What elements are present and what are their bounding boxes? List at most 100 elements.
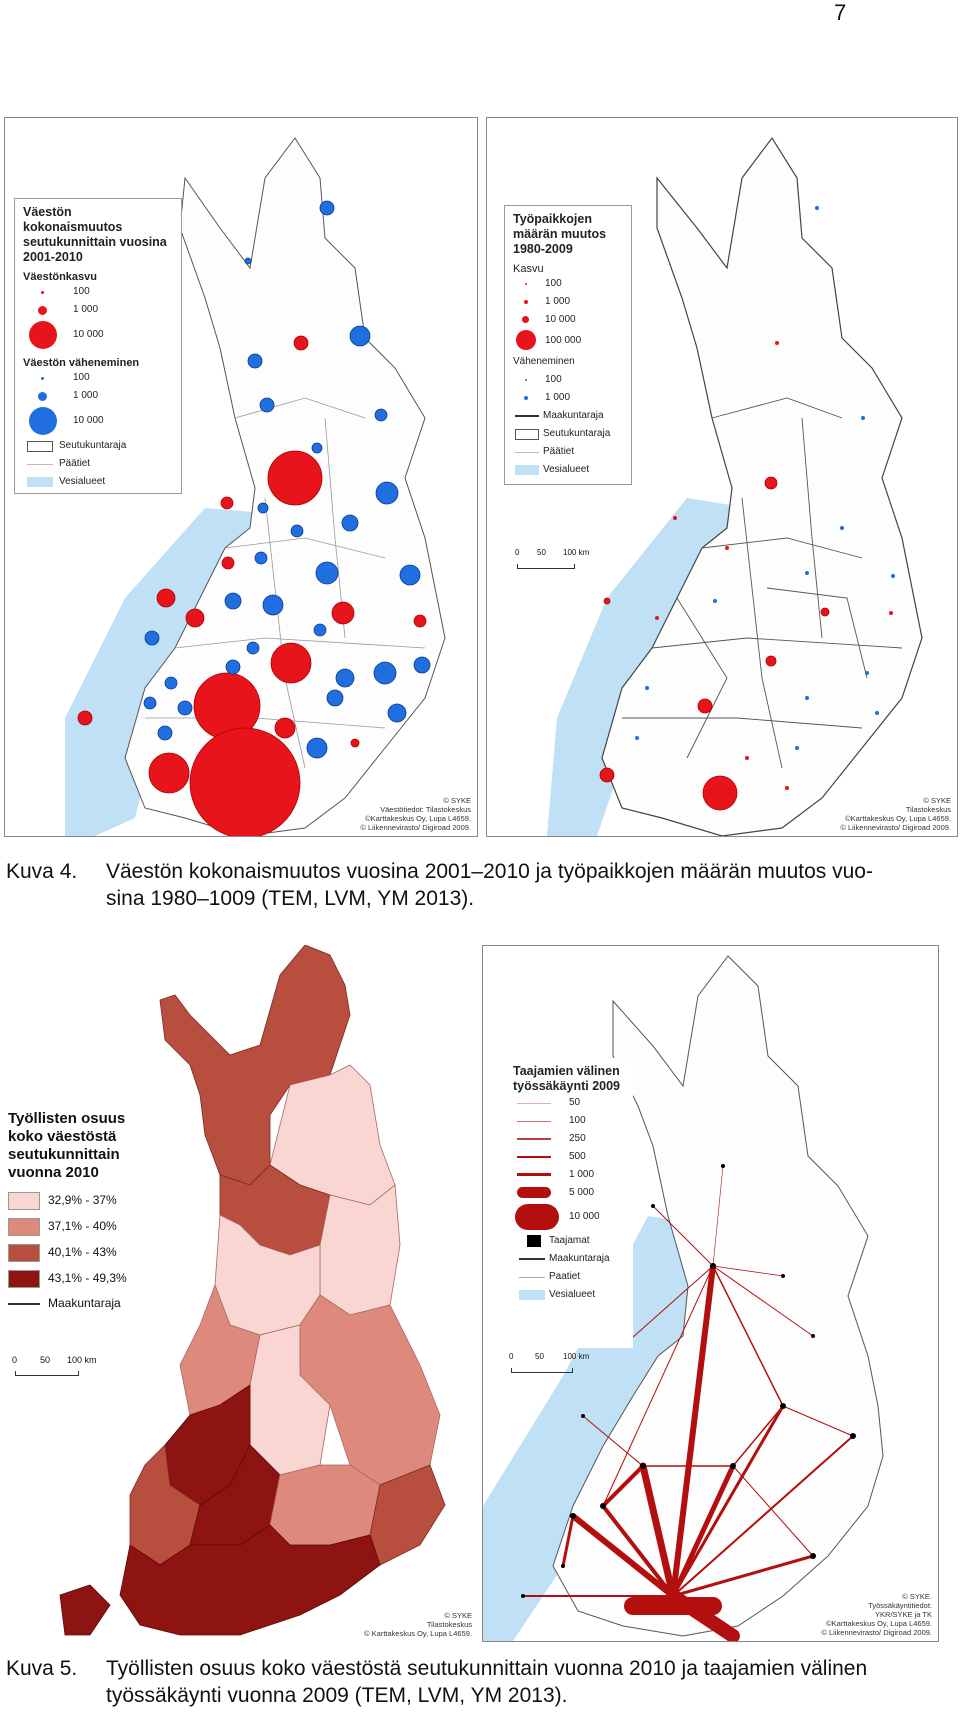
- decline-bubble: [144, 630, 160, 646]
- legend-row: Paatiet: [513, 1268, 625, 1286]
- decline-bubble: [375, 481, 399, 505]
- legend-employment: Työllisten osuus koko väestöstä seutukun…: [8, 1110, 168, 1370]
- decline-bubble: [805, 696, 809, 700]
- legend-row: 100: [23, 369, 173, 387]
- legend-row: 1 000: [513, 389, 623, 407]
- decline-bubble: [164, 676, 178, 690]
- decline-bubble: [157, 725, 173, 741]
- legend-row: Seutukuntaraja: [513, 425, 623, 443]
- legend-commuting: Taajamien välinen työssäkäynti 2009 50 1…: [505, 1058, 633, 1348]
- map-credits: © SYKE Väestötiedot: Tilastokeskus ©Kart…: [360, 796, 471, 832]
- scale-bar: 0 50 100 km: [12, 1355, 102, 1381]
- scale-line: [517, 564, 575, 569]
- decline-bubble: [865, 671, 869, 675]
- growth-bubble: [725, 546, 729, 550]
- legend-row: 100: [513, 371, 623, 389]
- figure5-caption: Kuva 5. Työllisten osuus koko väestöstä …: [6, 1655, 956, 1711]
- region-archipelago: [59, 1584, 111, 1636]
- flow-swatch: [517, 1138, 551, 1140]
- legend-row: 1 000: [513, 293, 623, 311]
- decline-bubble: [313, 623, 327, 637]
- growth-bubble: [820, 607, 830, 617]
- caption-text: Väestön kokonaismuutos vuosina 2001–2010…: [106, 860, 873, 910]
- finland-map-population: [65, 137, 446, 836]
- finland-map-employment: [59, 945, 446, 1636]
- flow-swatch: [517, 1156, 551, 1158]
- caption-label: Kuva 4.: [6, 860, 78, 883]
- growth-swatch: [524, 300, 528, 304]
- decline-swatch: [29, 407, 57, 435]
- legend-row: 100: [513, 275, 623, 293]
- decline-bubble: [143, 696, 157, 710]
- commuting-flows: [522, 1165, 854, 1641]
- legend-row: 1 000: [513, 1166, 625, 1184]
- legend-row: Vesialueet: [513, 461, 623, 479]
- region-boundary-swatch: [8, 1303, 40, 1305]
- decline-bubble: [290, 524, 304, 538]
- decline-bubble: [635, 736, 639, 740]
- decline-swatch: [525, 379, 527, 381]
- decline-bubble: [374, 408, 388, 422]
- decline-swatch: [38, 392, 47, 401]
- growth-bubble: [189, 727, 301, 836]
- legend-growth-heading: Kasvu: [513, 263, 544, 275]
- flow-swatch: [517, 1187, 551, 1198]
- flow-swatch: [517, 1173, 551, 1176]
- legend-title: Työllisten osuus koko väestöstä seutukun…: [8, 1110, 126, 1181]
- legend-jobs: Työpaikkojen määrän muutos 1980-2009 Kas…: [504, 205, 632, 485]
- growth-bubble: [293, 335, 309, 351]
- legend-row: Taajamat: [513, 1232, 625, 1250]
- growth-swatch: [525, 283, 527, 285]
- town-dots: [521, 1164, 856, 1598]
- legend-class: 32,9% - 37%: [8, 1188, 168, 1214]
- roads-swatch: [27, 464, 53, 465]
- decline-bubble: [341, 514, 359, 532]
- decline-bubble: [713, 599, 717, 603]
- roads-swatch: [515, 452, 539, 453]
- growth-swatch: [41, 291, 44, 294]
- legend-row: 10 000: [23, 319, 173, 351]
- map-credits: © SYKE Tilastokeskus © Karttakeskus Oy, …: [364, 1611, 472, 1638]
- growth-bubble: [697, 698, 713, 714]
- decline-bubble: [891, 574, 895, 578]
- legend-row: 10 000: [513, 311, 623, 329]
- growth-bubble: [77, 710, 93, 726]
- legend-row: 10 000: [513, 1202, 625, 1232]
- growth-bubble: [221, 556, 235, 570]
- decline-bubble: [262, 594, 284, 616]
- decline-bubble: [177, 700, 193, 716]
- finland-outline: [601, 136, 923, 836]
- growth-bubble: [673, 516, 677, 520]
- map-credits: © SYKE Tilastokeskus ©Karttakeskus Oy, L…: [840, 796, 951, 832]
- legend-class: 37,1% - 40%: [8, 1214, 168, 1240]
- legend-row: Maakuntaraja: [513, 1250, 625, 1268]
- water-swatch: [515, 465, 539, 475]
- region-kainuu: [319, 1184, 401, 1316]
- legend-title: Taajamien välinen työssäkäynti 2009: [513, 1064, 621, 1093]
- legend-row: 500: [513, 1148, 625, 1166]
- growth-bubble: [331, 601, 355, 625]
- decline-bubble: [349, 325, 371, 347]
- legend-row: Päätiet: [513, 443, 623, 461]
- legend-row: 50: [513, 1094, 625, 1112]
- legend-row: 5 000: [513, 1184, 625, 1202]
- water-swatch: [519, 1290, 545, 1300]
- growth-bubble: [274, 717, 296, 739]
- caption-label: Kuva 5.: [6, 1657, 78, 1680]
- boundary-swatch: [515, 429, 539, 440]
- decline-bubble: [224, 592, 242, 610]
- finland-map-commuting: [483, 955, 884, 1641]
- growth-bubble: [270, 642, 312, 684]
- growth-bubble: [702, 775, 738, 811]
- decline-bubble: [840, 526, 844, 530]
- growth-bubble: [765, 655, 777, 667]
- decline-bubble: [311, 442, 323, 454]
- scale-line: [15, 1371, 79, 1376]
- growth-bubble: [775, 341, 779, 345]
- caption-text: Työllisten osuus koko väestöstä seutukun…: [106, 1657, 868, 1707]
- decline-bubble: [306, 737, 328, 759]
- jobs-bubbles: [599, 206, 895, 811]
- region-south: [119, 1524, 381, 1636]
- decline-bubble: [795, 746, 799, 750]
- legend-title: Työpaikkojen määrän muutos 1980-2009: [513, 212, 607, 256]
